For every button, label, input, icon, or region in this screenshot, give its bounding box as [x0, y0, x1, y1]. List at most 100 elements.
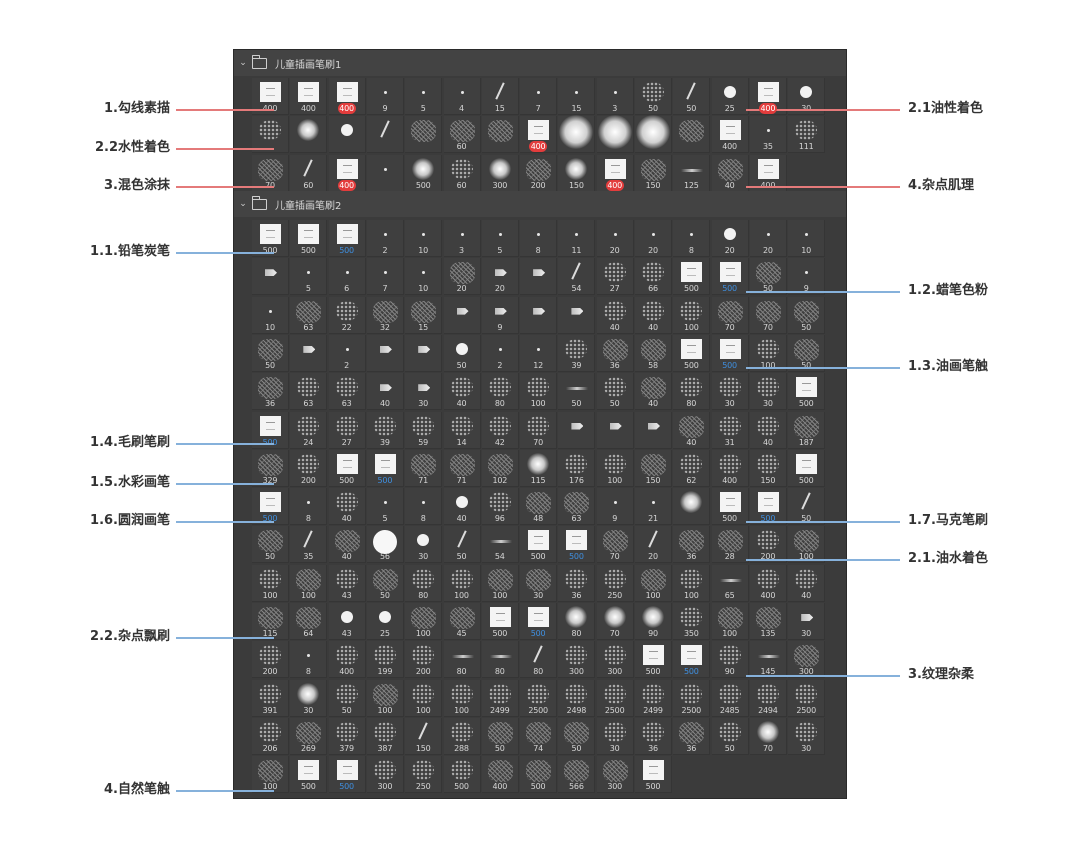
brush-preset[interactable]: 500 — [443, 756, 481, 794]
brush-preset[interactable]: 35 — [290, 526, 328, 564]
brush-preset[interactable]: 400 — [328, 154, 366, 192]
brush-preset[interactable]: 36 — [252, 373, 289, 411]
brush-preset[interactable]: 150 — [749, 449, 787, 487]
brush-preset[interactable]: 50 — [596, 373, 634, 411]
brush-preset[interactable]: 150 — [635, 154, 672, 192]
brush-preset[interactable]: 300 — [596, 756, 634, 794]
brush-preset[interactable]: 400 — [328, 78, 366, 115]
brush-preset[interactable]: 59 — [405, 411, 443, 449]
brush-preset[interactable]: 566 — [558, 756, 596, 794]
brush-preset[interactable]: 80 — [405, 564, 443, 602]
brush-preset[interactable]: 80 — [558, 603, 596, 640]
brush-preset[interactable]: 30 — [596, 717, 634, 755]
brush-preset[interactable]: 40 — [635, 373, 672, 411]
brush-preset[interactable]: 3 — [596, 78, 634, 115]
brush-preset[interactable]: 50 — [252, 526, 289, 564]
brush-preset[interactable]: 100 — [596, 449, 634, 487]
brush-preset[interactable]: 500 — [328, 756, 366, 794]
brush-preset[interactable]: 187 — [788, 411, 826, 449]
brush-preset[interactable]: 100 — [711, 603, 749, 640]
brush-preset[interactable]: 10 — [405, 220, 443, 257]
brush-preset[interactable]: 111 — [788, 116, 826, 154]
brush-preset[interactable]: 500 — [366, 449, 404, 487]
brush-preset[interactable]: 150 — [635, 449, 672, 487]
brush-preset[interactable]: 70 — [520, 411, 558, 449]
brush-preset[interactable] — [290, 334, 328, 372]
brush-preset[interactable]: 50 — [635, 78, 672, 115]
brush-preset[interactable]: 300 — [788, 641, 826, 679]
brush-preset[interactable]: 35 — [749, 116, 787, 154]
brush-preset[interactable]: 30 — [520, 564, 558, 602]
brush-preset[interactable]: 27 — [596, 258, 634, 296]
brush-preset[interactable]: 500 — [635, 756, 672, 794]
brush-preset[interactable]: 9 — [788, 258, 826, 296]
brush-preset[interactable] — [366, 116, 404, 154]
chevron-down-icon[interactable]: ⌄ — [239, 58, 247, 68]
brush-preset[interactable]: 43 — [328, 603, 366, 640]
brush-preset[interactable]: 400 — [711, 116, 749, 154]
brush-preset[interactable]: 15 — [558, 78, 596, 115]
brush-preset[interactable]: 63 — [290, 373, 328, 411]
brush-preset[interactable]: 500 — [290, 756, 328, 794]
brush-preset[interactable]: 200 — [290, 449, 328, 487]
brush-preset[interactable]: 250 — [596, 564, 634, 602]
brush-preset[interactable]: 80 — [481, 373, 519, 411]
brush-preset[interactable]: 100 — [788, 526, 826, 564]
brush-preset[interactable]: 8 — [290, 488, 328, 526]
brush-preset[interactable]: 200 — [749, 526, 787, 564]
brush-preset[interactable]: 30 — [749, 373, 787, 411]
brush-preset[interactable]: 20 — [596, 220, 634, 257]
brush-preset[interactable]: 500 — [520, 603, 558, 640]
brush-preset[interactable]: 40 — [635, 296, 672, 334]
brush-preset[interactable]: 50 — [558, 373, 596, 411]
brush-preset[interactable]: 269 — [290, 717, 328, 755]
brush-preset[interactable]: 500 — [290, 220, 328, 257]
brush-preset[interactable]: 56 — [366, 526, 404, 564]
brush-preset[interactable]: 15 — [481, 78, 519, 115]
brush-preset[interactable]: 90 — [635, 603, 672, 640]
brush-preset[interactable]: 31 — [711, 411, 749, 449]
brush-preset[interactable]: 500 — [673, 258, 711, 296]
brush-preset[interactable]: 500 — [788, 373, 826, 411]
brush-preset[interactable]: 50 — [366, 564, 404, 602]
brush-preset[interactable]: 8 — [673, 220, 711, 257]
brush-preset[interactable]: 63 — [290, 296, 328, 334]
brush-preset[interactable]: 100 — [673, 564, 711, 602]
brush-preset[interactable]: 2500 — [520, 679, 558, 717]
brush-preset[interactable]: 50 — [443, 334, 481, 372]
brush-preset[interactable]: 50 — [443, 526, 481, 564]
brush-preset[interactable]: 300 — [596, 641, 634, 679]
brush-preset[interactable]: 28 — [711, 526, 749, 564]
brush-preset[interactable]: 60 — [443, 154, 481, 192]
brush-preset[interactable] — [635, 115, 672, 154]
brush-preset[interactable]: 5 — [481, 220, 519, 257]
brush-preset[interactable]: 500 — [520, 526, 558, 564]
brush-preset[interactable]: 2500 — [596, 679, 634, 717]
brush-preset[interactable]: 9 — [366, 78, 404, 115]
brush-preset[interactable]: 40 — [366, 373, 404, 411]
brush-preset[interactable]: 3 — [443, 220, 481, 257]
brush-preset[interactable] — [596, 411, 634, 449]
brush-preset[interactable]: 65 — [711, 564, 749, 602]
brush-preset[interactable] — [366, 154, 404, 192]
brush-preset[interactable]: 500 — [673, 641, 711, 679]
brush-preset[interactable]: 54 — [558, 258, 596, 296]
brush-preset[interactable]: 40 — [711, 154, 749, 192]
brush-preset[interactable]: 30 — [290, 679, 328, 717]
brush-preset[interactable]: 8 — [520, 220, 558, 257]
brush-preset[interactable]: 500 — [749, 488, 787, 526]
brush-preset[interactable]: 50 — [788, 334, 826, 372]
brush-preset[interactable]: 100 — [405, 679, 443, 717]
brush-preset[interactable] — [558, 115, 596, 154]
brush-preset[interactable]: 250 — [405, 756, 443, 794]
brush-preset[interactable]: 115 — [520, 449, 558, 487]
brush-preset[interactable]: 500 — [481, 603, 519, 640]
brush-preset[interactable]: 43 — [328, 564, 366, 602]
brush-preset[interactable]: 40 — [328, 488, 366, 526]
brush-preset[interactable]: 9 — [481, 296, 519, 334]
brush-preset[interactable]: 400 — [749, 564, 787, 602]
brush-preset[interactable]: 145 — [749, 641, 787, 679]
brush-preset[interactable]: 70 — [749, 717, 787, 755]
brush-preset[interactable]: 100 — [252, 564, 289, 602]
brush-preset[interactable]: 8 — [290, 641, 328, 679]
